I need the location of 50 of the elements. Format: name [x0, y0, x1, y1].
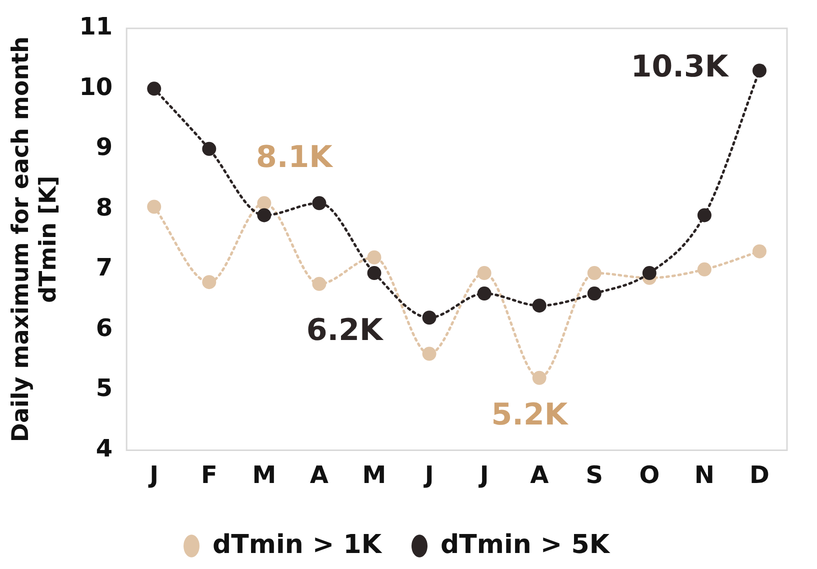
annotation: 6.2K [306, 312, 384, 348]
x-tick-label: D [750, 460, 770, 489]
point [752, 64, 766, 78]
point [147, 82, 162, 96]
point [587, 266, 602, 280]
y-tick-label: 4 [96, 434, 113, 462]
y-tick-label: 8 [96, 193, 113, 222]
point [312, 196, 326, 210]
y-axis-title: Daily maximum for each month dTmin [K] [8, 36, 62, 442]
y-tick-label: 11 [79, 12, 113, 41]
point [202, 142, 216, 156]
point [697, 262, 712, 276]
annotation: 10.3K [630, 49, 730, 84]
x-tick-label: J [148, 460, 159, 489]
point [532, 370, 546, 385]
point [587, 286, 602, 301]
point [697, 208, 712, 222]
x-tick-label: J [422, 460, 434, 489]
y-tick-label: 7 [96, 254, 113, 282]
y-tick-label: 10 [79, 72, 113, 101]
point [642, 266, 656, 280]
point [752, 244, 766, 258]
point [422, 310, 436, 325]
point [257, 196, 272, 210]
point [422, 346, 436, 361]
point [477, 286, 492, 301]
x-tick-label: A [530, 460, 550, 489]
point [312, 276, 326, 291]
x-tick-label: F [200, 460, 218, 489]
point [532, 298, 546, 313]
x-tick-label: J [478, 460, 489, 489]
annotation: 8.1K [256, 140, 334, 175]
point [202, 275, 216, 290]
point [367, 250, 382, 264]
x-tick-label: O [639, 460, 660, 489]
point [477, 266, 492, 280]
point [147, 200, 162, 214]
point [257, 208, 272, 222]
point [367, 266, 382, 280]
legend-label: dTmin > 1K [212, 530, 382, 560]
x-tick-label: A [310, 460, 329, 489]
y-tick-label: 6 [96, 314, 113, 342]
x-tick-label: N [694, 460, 714, 489]
x-tick-label: M [362, 460, 386, 489]
annotation: 5.2K [491, 397, 570, 432]
y-tick-label: 9 [96, 133, 113, 162]
legend-label: dTmin > 5K [440, 530, 610, 560]
x-tick-label: S [586, 460, 604, 489]
y-tick-label: 5 [96, 374, 113, 402]
x-tick-label: M [252, 460, 276, 489]
